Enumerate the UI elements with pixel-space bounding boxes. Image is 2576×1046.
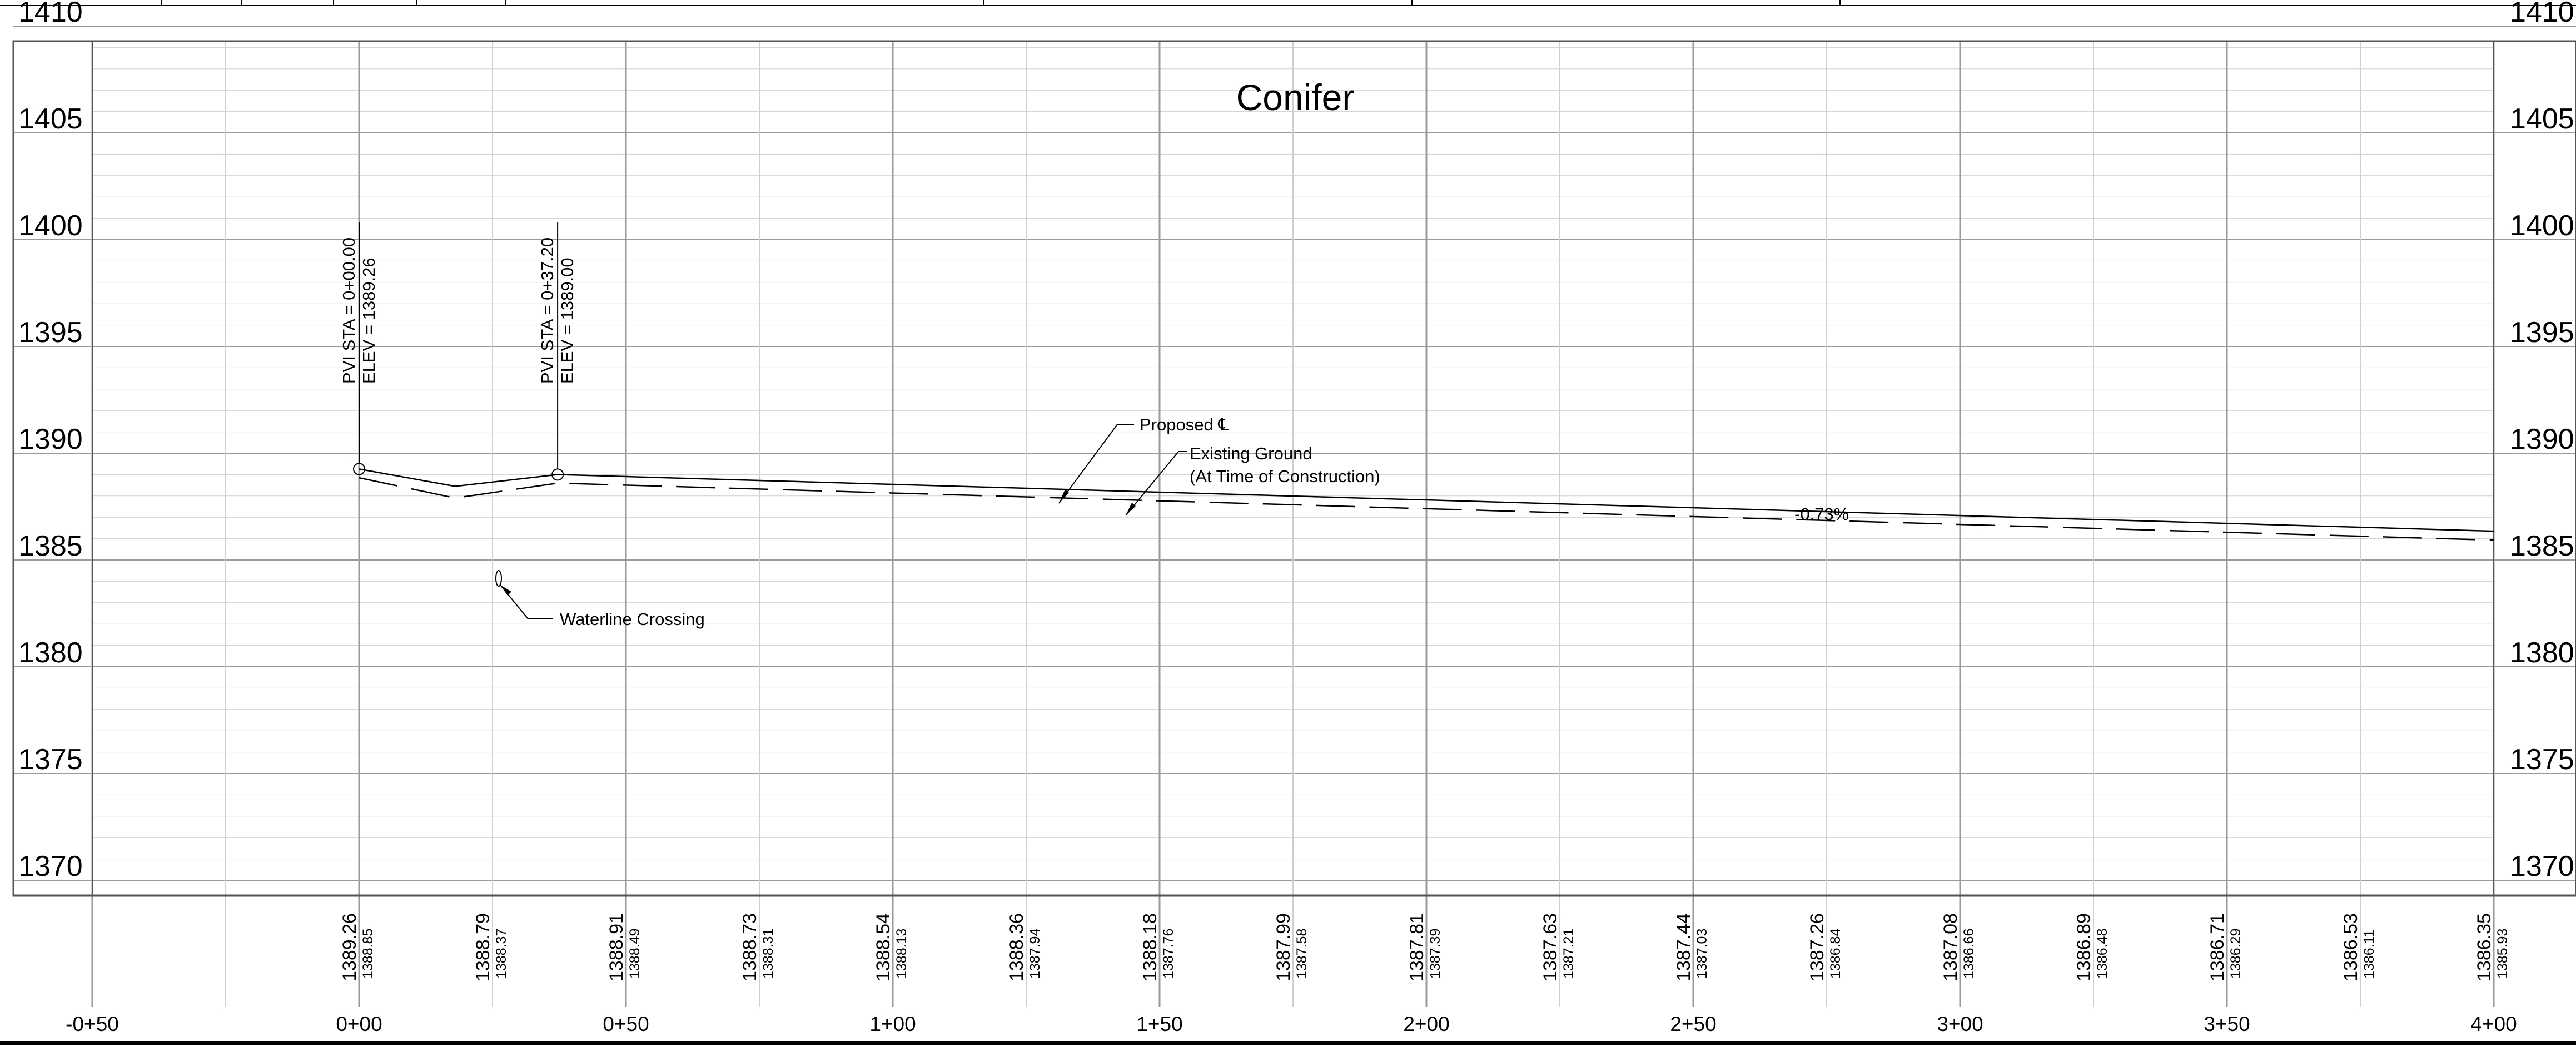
station-label: -0+50 bbox=[66, 1013, 119, 1035]
table-proposed-elevation: 1387.81 bbox=[1406, 913, 1428, 981]
existing-ground-sublabel: (At Time of Construction) bbox=[1190, 467, 1380, 486]
proposed-leader-arrow bbox=[1059, 489, 1069, 503]
table-existing-elevation: 1386.66 bbox=[1961, 929, 1977, 979]
elevation-table: 1389.26 1388.85 1388.79 1388.37 1388.91 1388.… bbox=[339, 913, 2510, 981]
table-proposed-elevation: 1387.99 bbox=[1273, 913, 1294, 981]
elevation-label-right: 1410 bbox=[2510, 0, 2574, 28]
proposed-callout: Proposed ℄ bbox=[1058, 415, 1229, 504]
table-existing-elevation: 1388.49 bbox=[627, 929, 643, 979]
table-proposed-elevation: 1386.89 bbox=[2073, 913, 2095, 981]
table-existing-elevation: 1386.48 bbox=[2095, 929, 2110, 979]
grade-label: -0.73% bbox=[1794, 504, 1849, 524]
elevation-label-left: 1370 bbox=[18, 850, 83, 883]
table-proposed-elevation: 1388.36 bbox=[1006, 913, 1027, 981]
elevation-label-right: 1390 bbox=[2510, 423, 2574, 455]
table-existing-elevation: 1388.85 bbox=[360, 929, 376, 979]
table-proposed-elevation: 1387.08 bbox=[1940, 913, 1961, 981]
table-proposed-elevation: 1388.91 bbox=[606, 913, 627, 981]
table-existing-elevation: 1387.76 bbox=[1161, 929, 1176, 979]
table-proposed-elevation: 1388.54 bbox=[873, 913, 894, 981]
station-label: 3+50 bbox=[2204, 1013, 2250, 1035]
elevation-label-right: 1395 bbox=[2510, 316, 2574, 349]
elevation-label-right: 1380 bbox=[2510, 637, 2574, 669]
existing-leader-arrow bbox=[1126, 503, 1136, 515]
station-label: 3+00 bbox=[1937, 1013, 1983, 1035]
table-proposed-elevation: 1388.18 bbox=[1140, 913, 1161, 981]
table-proposed-elevation: 1388.79 bbox=[473, 913, 494, 981]
elevation-label-right: 1405 bbox=[2510, 103, 2574, 135]
elevation-label-left: 1385 bbox=[18, 530, 83, 562]
table-existing-elevation: 1387.03 bbox=[1694, 929, 1710, 979]
station-labels: -0+50 0+00 0+50 1+00 1+50 2+00 2+50 3+00 3+50 4+0… bbox=[66, 1013, 2517, 1035]
station-label: 1+00 bbox=[869, 1013, 916, 1035]
table-proposed-elevation: 1386.71 bbox=[2207, 913, 2228, 981]
table-proposed-elevation: 1387.26 bbox=[1807, 913, 1828, 981]
elevation-label-right: 1370 bbox=[2510, 850, 2574, 883]
existing-leader-line bbox=[1125, 451, 1187, 516]
profile-lines bbox=[359, 468, 2494, 541]
pvi-station-label: PVI STA = 0+00.00 bbox=[339, 237, 359, 384]
table-existing-elevation: 1388.37 bbox=[494, 929, 509, 979]
proposed-centerline bbox=[359, 468, 2494, 532]
waterline-label: Waterline Crossing bbox=[560, 609, 705, 629]
table-existing-elevation: 1387.39 bbox=[1428, 929, 1443, 979]
proposed-label: Proposed ℄ bbox=[1140, 415, 1229, 434]
station-label: 0+50 bbox=[603, 1013, 649, 1035]
station-label: 4+00 bbox=[2470, 1013, 2517, 1035]
pvi-elevation-label: ELEV = 1389.00 bbox=[558, 257, 577, 384]
elevation-label-right: 1375 bbox=[2510, 743, 2574, 776]
pvi-elevation-label: ELEV = 1389.26 bbox=[359, 257, 379, 384]
table-existing-elevation: 1387.21 bbox=[1561, 929, 1577, 979]
table-proposed-elevation: 1387.63 bbox=[1540, 913, 1561, 981]
table-existing-elevation: 1385.93 bbox=[2495, 929, 2510, 979]
pvi-circle bbox=[353, 463, 365, 475]
table-existing-elevation: 1388.13 bbox=[894, 929, 909, 979]
station-label: 1+50 bbox=[1136, 1013, 1182, 1035]
table-existing-elevation: 1387.94 bbox=[1027, 929, 1043, 979]
elevation-label-right: 1385 bbox=[2510, 530, 2574, 562]
table-proposed-elevation: 1386.35 bbox=[2474, 913, 2495, 981]
table-proposed-elevation: 1389.26 bbox=[339, 913, 360, 981]
station-label: 2+50 bbox=[1670, 1013, 1716, 1035]
waterline-callout: Waterline Crossing bbox=[495, 570, 705, 629]
table-existing-elevation: 1386.84 bbox=[1828, 929, 1843, 979]
pvi-circle bbox=[551, 468, 564, 481]
station-label: 0+00 bbox=[336, 1013, 382, 1035]
pvi-station-label: PVI STA = 0+37.20 bbox=[538, 237, 557, 384]
profile-title: Conifer bbox=[1236, 77, 1355, 118]
station-label: 2+00 bbox=[1403, 1013, 1449, 1035]
table-existing-elevation: 1387.58 bbox=[1294, 929, 1310, 979]
elevation-label-right: 1400 bbox=[2510, 210, 2574, 242]
table-proposed-elevation: 1388.73 bbox=[739, 913, 760, 981]
table-proposed-elevation: 1387.44 bbox=[1673, 913, 1694, 981]
table-existing-elevation: 1388.31 bbox=[760, 929, 776, 979]
proposed-leader-line bbox=[1058, 424, 1134, 504]
table-existing-elevation: 1386.29 bbox=[2228, 929, 2244, 979]
existing-ground-label: Existing Ground bbox=[1190, 444, 1312, 463]
pvi-markers: PVI STA = 0+00.00 ELEV = 1389.26 PVI STA =… bbox=[339, 222, 577, 481]
elevation-label-left: 1390 bbox=[18, 423, 83, 455]
table-existing-elevation: 1386.11 bbox=[2361, 929, 2377, 979]
elevation-label-left: 1410 bbox=[18, 0, 83, 28]
elevation-label-left: 1380 bbox=[18, 637, 83, 669]
table-proposed-elevation: 1386.53 bbox=[2340, 913, 2361, 981]
top-frame bbox=[0, 0, 2576, 6]
pvi-marker: PVI STA = 0+00.00 ELEV = 1389.26 bbox=[339, 222, 379, 475]
existing-ground-callout: Existing Ground (At Time of Construction… bbox=[1125, 444, 1380, 516]
waterline-leader-line bbox=[500, 584, 553, 619]
elevation-label-left: 1375 bbox=[18, 743, 83, 776]
pvi-marker: PVI STA = 0+37.20 ELEV = 1389.00 bbox=[538, 222, 577, 481]
elevation-labels-left: 1410 1405 1400 1395 1390 1385 1380 1375 1370 bbox=[18, 0, 83, 883]
profile-grid bbox=[13, 26, 2576, 1007]
waterline-crossing-marker bbox=[495, 570, 502, 587]
waterline-leader-arrow bbox=[500, 585, 511, 596]
elevation-label-left: 1395 bbox=[18, 316, 83, 349]
elevation-label-left: 1400 bbox=[18, 210, 83, 242]
elevation-labels-right: 1410 1405 1400 1395 1390 1385 1380 1375 1370 bbox=[2510, 0, 2574, 883]
elevation-label-left: 1405 bbox=[18, 103, 83, 135]
